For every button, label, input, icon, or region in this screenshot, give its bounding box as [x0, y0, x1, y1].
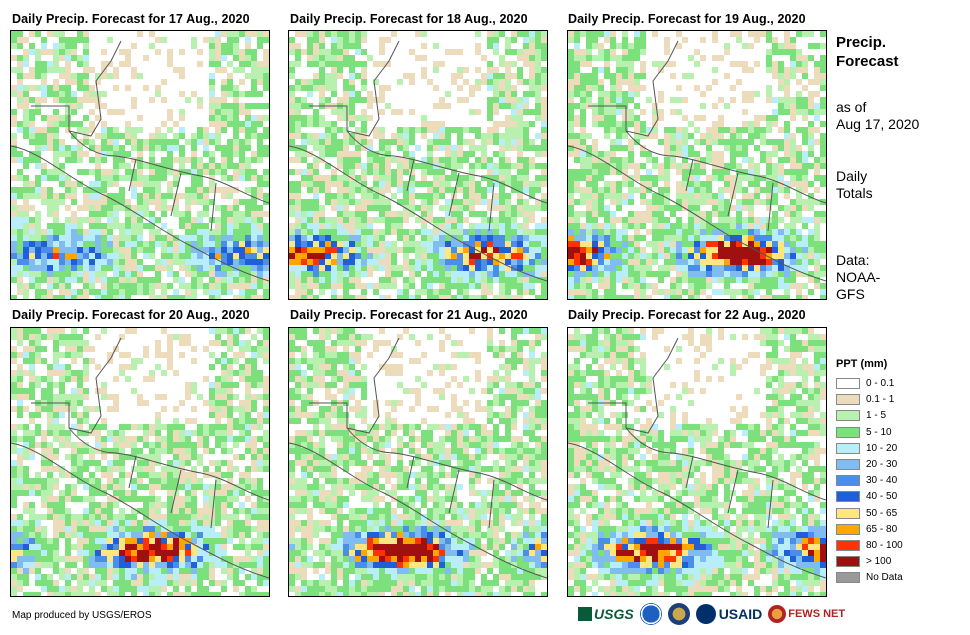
legend-label: > 100 [866, 556, 892, 568]
legend-label: 10 - 20 [866, 442, 898, 454]
country-borders [568, 337, 826, 579]
usgs-logo-text: USGS [594, 606, 634, 622]
legend-swatch [836, 459, 860, 470]
legend-label: 30 - 40 [866, 475, 898, 487]
legend-swatch [836, 491, 860, 503]
forecast-map-2 [288, 30, 548, 300]
forecast-map-6 [567, 327, 827, 597]
usgs-wave-icon [578, 607, 592, 621]
usaid-seal-icon [695, 604, 716, 624]
country-borders [11, 337, 269, 579]
legend-swatch [836, 475, 860, 487]
panel-title-3: Daily Precip. Forecast for 19 Aug., 2020 [568, 12, 806, 26]
panel-title-4: Daily Precip. Forecast for 20 Aug., 2020 [12, 308, 250, 322]
panel-title-6: Daily Precip. Forecast for 22 Aug., 2020 [568, 308, 806, 322]
legend-swatch [836, 556, 860, 568]
legend-label: 1 - 5 [866, 410, 887, 422]
as-of-label: as of [836, 99, 867, 115]
noaa-logo-icon [639, 603, 662, 625]
fewsnet-globe-icon [768, 605, 787, 623]
data-source: Data: NOAA- GFS [836, 252, 880, 303]
data-line3: GFS [836, 286, 865, 302]
legend-label: 40 - 50 [866, 491, 898, 503]
sidebar-title-line2: Forecast [836, 53, 899, 70]
country-borders [289, 40, 547, 282]
legend-label: 0 - 0.1 [866, 378, 895, 389]
daily-totals-label: Daily Totals [836, 168, 873, 202]
legend-label: 20 - 30 [866, 459, 898, 470]
panel-title-1: Daily Precip. Forecast for 17 Aug., 2020 [12, 12, 250, 26]
country-borders [289, 337, 547, 579]
fewsnet-logo-text: FEWS NET [788, 608, 846, 620]
legend-swatch [836, 394, 860, 406]
panel-title-5: Daily Precip. Forecast for 21 Aug., 2020 [290, 308, 528, 322]
forecast-map-4 [10, 327, 270, 597]
legend-swatch [836, 572, 860, 584]
legend-swatch [836, 523, 860, 535]
dos-seal-icon [667, 603, 690, 625]
panel-title-2: Daily Precip. Forecast for 18 Aug., 2020 [290, 12, 528, 26]
totals-line2: Totals [836, 185, 873, 201]
country-borders [568, 40, 826, 282]
legend-swatch [836, 507, 860, 519]
legend-swatch [836, 410, 860, 422]
as-of-date: as of Aug 17, 2020 [836, 99, 919, 133]
forecast-map-3 [567, 30, 827, 300]
legend-label: 65 - 80 [866, 523, 898, 535]
usaid-logo: USAID [695, 604, 763, 624]
map-credit: Map produced by USGS/EROS [12, 610, 152, 621]
legend-label: 50 - 65 [866, 507, 898, 519]
legend-title: PPT (mm) [836, 358, 888, 370]
legend-label: 80 - 100 [866, 540, 903, 551]
legend-swatch [836, 442, 860, 454]
legend-label: 5 - 10 [866, 426, 892, 438]
legend-swatch [836, 540, 860, 551]
fewsnet-logo: FEWS NET [768, 605, 845, 623]
usgs-logo: USGS [578, 606, 634, 622]
forecast-map-1 [10, 30, 270, 300]
sidebar-title-line1: Precip. [836, 34, 887, 51]
logo-strip: USGS USAID FEWS NET [578, 600, 845, 628]
data-line2: NOAA- [836, 269, 881, 285]
country-borders [11, 40, 269, 282]
usaid-logo-text: USAID [718, 606, 763, 622]
totals-line1: Daily [836, 168, 868, 184]
legend-label: No Data [866, 572, 903, 584]
legend-label: 0.1 - 1 [866, 394, 895, 406]
forecast-map-5 [288, 327, 548, 597]
sidebar-title: Precip. Forecast [836, 33, 899, 71]
legend-swatch [836, 426, 860, 438]
legend-swatch [836, 378, 860, 389]
as-of-value: Aug 17, 2020 [836, 116, 920, 132]
data-line1: Data: [836, 252, 870, 268]
